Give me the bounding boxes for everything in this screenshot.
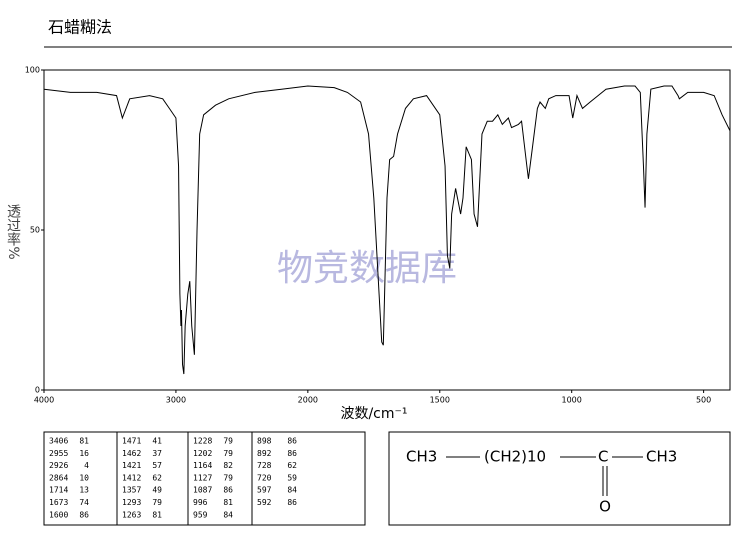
peak-wavenumber: 892 [257, 449, 272, 458]
peak-transmittance: 59 [287, 473, 297, 482]
peak-transmittance: 81 [223, 498, 233, 507]
peak-wavenumber: 1293 [122, 498, 141, 507]
chem-oxygen: O [599, 498, 611, 516]
peak-wavenumber: 728 [257, 461, 272, 470]
plot-frame [43, 69, 731, 391]
peak-transmittance: 86 [287, 498, 297, 507]
peak-wavenumber: 592 [257, 498, 272, 507]
peak-wavenumber: 1421 [122, 461, 141, 470]
peak-transmittance: 81 [79, 437, 89, 446]
y-tick-label: 100 [25, 66, 40, 75]
peak-wavenumber: 1087 [193, 486, 212, 495]
peak-transmittance: 37 [152, 449, 162, 458]
peak-transmittance: 86 [287, 449, 297, 458]
y-axis-label: 透过率% [5, 204, 21, 259]
peak-wavenumber: 1462 [122, 449, 141, 458]
x-tick-label: 1500 [430, 396, 450, 405]
peak-transmittance: 10 [79, 473, 89, 482]
peak-transmittance: 62 [152, 473, 162, 482]
peak-transmittance: 49 [152, 486, 162, 495]
x-axis-label: 波数/cm⁻¹ [340, 406, 407, 422]
peak-transmittance: 62 [287, 461, 297, 470]
x-tick-label: 2000 [298, 396, 318, 405]
peak-transmittance: 57 [152, 461, 162, 470]
peak-transmittance: 84 [223, 510, 233, 519]
structure-box [388, 431, 731, 526]
peak-transmittance: 4 [84, 461, 89, 470]
chem-group: CH3 [646, 448, 677, 466]
chem-group: C [598, 448, 608, 466]
chem-group: (CH2)10 [484, 448, 546, 466]
y-tick-label: 0 [35, 386, 40, 395]
peak-transmittance: 86 [223, 486, 233, 495]
peak-transmittance: 82 [223, 461, 233, 470]
peak-transmittance: 16 [79, 449, 89, 458]
peak-wavenumber: 996 [193, 498, 208, 507]
peak-wavenumber: 898 [257, 437, 272, 446]
watermark: 物竞数据库 [277, 248, 457, 289]
peak-transmittance: 86 [79, 510, 89, 519]
peak-wavenumber: 1600 [49, 510, 68, 519]
peak-transmittance: 41 [152, 437, 162, 446]
peak-wavenumber: 1127 [193, 473, 212, 482]
peak-transmittance: 84 [287, 486, 297, 495]
peak-wavenumber: 2926 [49, 461, 68, 470]
peak-transmittance: 13 [79, 486, 89, 495]
peak-wavenumber: 959 [193, 510, 208, 519]
peak-wavenumber: 1228 [193, 437, 212, 446]
peak-wavenumber: 2955 [49, 449, 68, 458]
peak-transmittance: 79 [223, 449, 233, 458]
x-tick-label: 3000 [166, 396, 186, 405]
peak-wavenumber: 1357 [122, 486, 141, 495]
y-tick-label: 50 [30, 226, 40, 235]
peak-wavenumber: 2864 [49, 473, 68, 482]
peak-transmittance: 74 [79, 498, 89, 507]
peak-transmittance: 79 [223, 437, 233, 446]
x-tick-label: 1000 [562, 396, 582, 405]
peak-wavenumber: 3406 [49, 437, 68, 446]
peak-wavenumber: 1164 [193, 461, 212, 470]
peak-wavenumber: 597 [257, 486, 272, 495]
peak-wavenumber: 1714 [49, 486, 68, 495]
peak-wavenumber: 1673 [49, 498, 68, 507]
spectrum-line [43, 85, 731, 375]
peak-transmittance: 81 [152, 510, 162, 519]
chart-title: 石蜡糊法 [48, 18, 112, 37]
chem-group: CH3 [406, 448, 437, 466]
x-tick-label: 500 [696, 396, 711, 405]
peak-wavenumber: 1412 [122, 473, 141, 482]
peak-wavenumber: 1202 [193, 449, 212, 458]
peak-transmittance: 79 [223, 473, 233, 482]
peak-wavenumber: 720 [257, 473, 272, 482]
peak-wavenumber: 1471 [122, 437, 141, 446]
peak-wavenumber: 1263 [122, 510, 141, 519]
peak-transmittance: 86 [287, 437, 297, 446]
x-tick-label: 4000 [34, 396, 54, 405]
peak-table [43, 431, 366, 526]
peak-transmittance: 79 [152, 498, 162, 507]
